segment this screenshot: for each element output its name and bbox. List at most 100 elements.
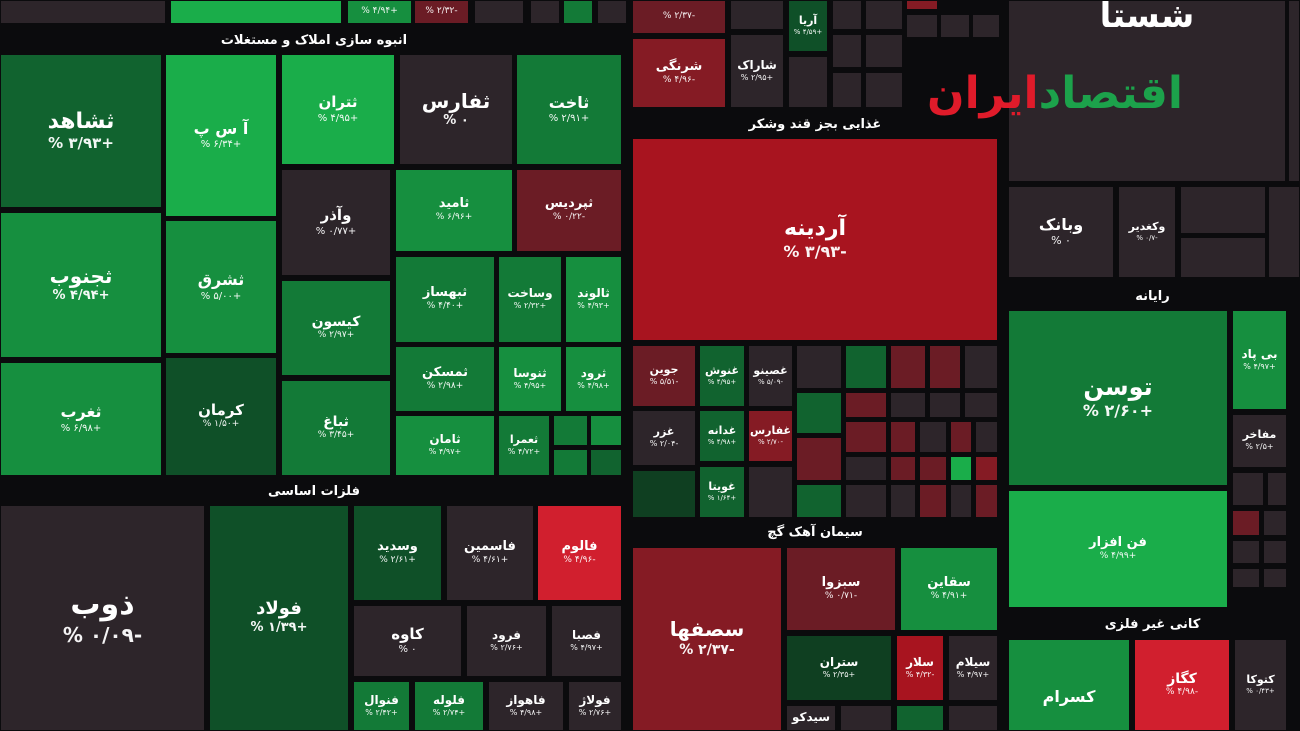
tile-zob[interactable]: ذوب -۰/۰۹ %: [0, 505, 205, 731]
tile-top-2[interactable]: -۲/۳۲ %: [414, 0, 469, 24]
tile-small[interactable]: [964, 392, 998, 418]
tile-jonub[interactable]: ثجنوب +۴/۹۴ %: [0, 212, 162, 358]
tile-small[interactable]: [840, 705, 892, 731]
tile-folaz[interactable]: فولاژ +۲/۷۶ %: [568, 681, 622, 731]
tile-small[interactable]: [590, 449, 622, 476]
tile-sidko[interactable]: سیدکو: [786, 705, 836, 731]
tile-sbzva[interactable]: سبزوا -۰/۷۱ %: [786, 547, 896, 631]
tile-small[interactable]: [890, 392, 926, 418]
tile-small[interactable]: [632, 470, 696, 518]
tile-small[interactable]: [950, 421, 972, 453]
tile-small[interactable]: [950, 456, 972, 481]
tile-small[interactable]: [919, 456, 947, 481]
tile-small[interactable]: [890, 456, 916, 481]
tile-fasmin[interactable]: فاسمین +۴/۶۱ %: [446, 505, 534, 601]
tile-shahed[interactable]: ثشاهد +۳/۹۳ %: [0, 54, 162, 208]
tile-fnoval[interactable]: فنوال +۲/۴۲ %: [353, 681, 410, 731]
tile-gdane[interactable]: غدانه +۴/۹۸ %: [699, 410, 745, 462]
tile-small[interactable]: [796, 437, 842, 481]
tile-small[interactable]: [845, 484, 887, 518]
tile-small[interactable]: [1232, 568, 1260, 588]
tile-small[interactable]: [788, 56, 828, 108]
tile-small[interactable]: [796, 484, 842, 518]
tile-gfars[interactable]: غفارس -۲/۷۰ %: [748, 410, 793, 462]
tile-taran[interactable]: ثتران +۴/۹۵ %: [281, 54, 395, 165]
tile-small[interactable]: [845, 345, 887, 389]
tile-sharangi[interactable]: شرنگی -۴/۹۶ %: [632, 38, 726, 108]
tile-vazar[interactable]: وآذر +۰/۷۷ %: [281, 169, 391, 276]
tile-sofaha[interactable]: سصفها -۲/۳۷ %: [632, 547, 782, 731]
tile-small[interactable]: [553, 449, 588, 476]
tile-tosan[interactable]: توسن +۲/۶۰ %: [1008, 310, 1228, 486]
tile-small[interactable]: [940, 14, 970, 38]
tile-small[interactable]: [975, 456, 998, 481]
tile-small[interactable]: [845, 456, 887, 481]
tile-saghain[interactable]: سقاین +۴/۹۱ %: [900, 547, 998, 631]
tile-ghzar[interactable]: غزر -۲/۰۴ %: [632, 410, 696, 466]
tile-vghadir[interactable]: وکغدیر -۰/۷ %: [1118, 186, 1176, 278]
tile-small[interactable]: [964, 345, 998, 389]
tile-gharb[interactable]: ثغرب +۶/۹۸ %: [0, 362, 162, 476]
tile-top-c[interactable]: [474, 0, 524, 24]
tile-top-d[interactable]: [530, 0, 560, 24]
tile-small[interactable]: [975, 421, 998, 453]
tile-small[interactable]: [919, 421, 947, 453]
tile-gsino[interactable]: غصینو -۵/۰۹ %: [748, 345, 793, 407]
tile-small[interactable]: [832, 0, 862, 30]
tile-taman[interactable]: ثامان +۴/۹۷ %: [395, 415, 495, 476]
tile-small[interactable]: [1180, 237, 1266, 278]
tile-small[interactable]: [1232, 510, 1260, 536]
tile-small[interactable]: [1263, 568, 1287, 588]
tile-top-b[interactable]: [170, 0, 342, 24]
tile-pardis[interactable]: ثپردیس -۰/۲۲ %: [516, 169, 622, 252]
tile-top-e[interactable]: [563, 0, 593, 24]
tile-sharak[interactable]: شاراک +۲/۹۵ %: [730, 34, 784, 108]
tile-small[interactable]: [865, 34, 903, 68]
tile-vbank[interactable]: وبانک ۰ %: [1008, 186, 1114, 278]
tile-shasta[interactable]: شستا: [1008, 0, 1286, 182]
tile-selam[interactable]: سیلام +۴/۹۷ %: [948, 635, 998, 701]
tile-asp[interactable]: آ س پ +۶/۳۴ %: [165, 54, 277, 217]
tile-small[interactable]: [1180, 186, 1266, 234]
tile-gvita[interactable]: غویتا +۱/۶۴ %: [699, 466, 745, 518]
tile-behsaz[interactable]: ثبهساز +۴/۴۰ %: [395, 256, 495, 343]
tile-small[interactable]: [975, 484, 998, 518]
tile-small[interactable]: [832, 34, 862, 68]
tile-trud[interactable]: ثرود +۴/۹۸ %: [565, 346, 622, 412]
tile-small[interactable]: [948, 705, 998, 731]
tile-small[interactable]: [865, 72, 903, 108]
tile-ardine[interactable]: آردینه -۳/۹۳ %: [632, 138, 998, 341]
tile-small[interactable]: [919, 484, 947, 518]
tile-tamra[interactable]: ثعمرا +۴/۷۲ %: [498, 415, 550, 476]
tile-small[interactable]: [906, 0, 938, 10]
tile-small[interactable]: [1232, 540, 1260, 564]
tile-arya[interactable]: آریا +۴/۵۹ %: [788, 0, 828, 52]
tile-small[interactable]: [1288, 0, 1300, 182]
tile-small[interactable]: [929, 345, 961, 389]
tile-small[interactable]: [890, 421, 916, 453]
tile-small[interactable]: [1268, 186, 1300, 278]
tile-small[interactable]: [1267, 472, 1287, 506]
tile-kgaz[interactable]: کگاز -۴/۹۸ %: [1134, 639, 1230, 731]
tile-floleh[interactable]: فلوله +۲/۷۴ %: [414, 681, 484, 731]
tile-small[interactable]: [748, 466, 793, 518]
tile-small[interactable]: [865, 0, 903, 30]
tile-tfars[interactable]: ثفارس ۰ %: [399, 54, 513, 165]
tile-small[interactable]: [890, 484, 916, 518]
tile-small[interactable]: [796, 345, 842, 389]
tile-fahvaz[interactable]: فاهواز +۴/۹۸ %: [488, 681, 564, 731]
tile-tnosa[interactable]: ثنوسا +۴/۹۵ %: [498, 346, 562, 412]
tile-tmaskan[interactable]: ثمسکن +۲/۹۸ %: [395, 346, 495, 412]
tile-fesba[interactable]: فصبا +۴/۹۷ %: [551, 605, 622, 677]
tile-mfakher[interactable]: مفاخر +۲/۵ %: [1232, 414, 1287, 468]
tile-tamid[interactable]: ثامید +۶/۹۶ %: [395, 169, 513, 252]
tile-small[interactable]: [845, 421, 887, 453]
tile-top-1[interactable]: +۴/۹۴ %: [347, 0, 412, 24]
tile-small[interactable]: [1263, 540, 1287, 564]
tile-kaveh[interactable]: کاوه ۰ %: [353, 605, 462, 677]
tile-small[interactable]: [845, 392, 887, 418]
tile-tbagh[interactable]: ثباغ +۳/۴۵ %: [281, 380, 391, 476]
tile-top-a[interactable]: [0, 0, 166, 24]
tile-small[interactable]: [950, 484, 972, 518]
tile-ktoka[interactable]: کتوکا +۰/۴۳ %: [1234, 639, 1287, 731]
